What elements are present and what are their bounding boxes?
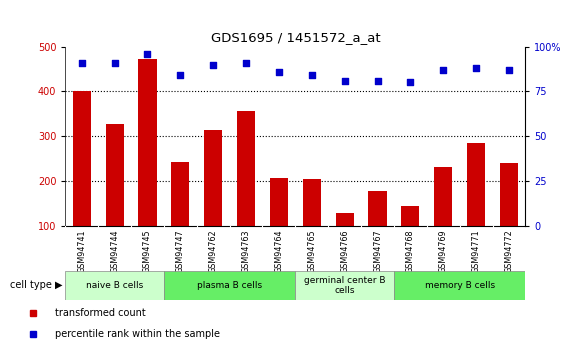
Bar [139,59,157,271]
Title: GDS1695 / 1451572_a_at: GDS1695 / 1451572_a_at [211,31,380,44]
Point [110,60,119,66]
Bar [164,271,295,300]
Bar [65,271,164,300]
Bar [369,190,387,271]
Point [274,69,283,75]
Bar [303,179,321,271]
Text: cell type ▶: cell type ▶ [10,280,62,290]
Text: GSM94768: GSM94768 [406,229,415,273]
Text: plasma B cells: plasma B cells [197,281,262,290]
Point [307,72,316,78]
Point [471,65,481,71]
Bar [237,111,255,271]
Point [176,72,185,78]
Bar [106,124,124,271]
Text: GSM94762: GSM94762 [208,229,218,273]
Text: GSM94765: GSM94765 [307,229,316,273]
Point [373,78,382,83]
Text: GSM94741: GSM94741 [77,229,86,273]
Text: transformed count: transformed count [55,308,146,318]
Point [77,60,86,66]
Text: GSM94769: GSM94769 [438,229,448,273]
Text: percentile rank within the sample: percentile rank within the sample [55,329,220,339]
Bar [172,162,189,271]
Point [208,62,218,67]
Point [438,67,448,73]
Text: naive B cells: naive B cells [86,281,143,290]
Text: GSM94772: GSM94772 [504,229,513,273]
Bar [402,206,419,271]
Point [504,67,513,73]
Bar [467,144,485,271]
Bar [204,129,222,271]
Text: GSM94767: GSM94767 [373,229,382,273]
Bar [270,178,288,271]
Text: GSM94763: GSM94763 [241,229,250,273]
Text: GSM94764: GSM94764 [274,229,283,273]
Point [406,80,415,85]
Point [340,78,349,83]
Text: GSM94771: GSM94771 [471,229,481,273]
Bar [394,271,525,300]
Bar [434,167,452,271]
Text: germinal center B
cells: germinal center B cells [304,276,386,295]
Bar [295,271,394,300]
Bar [336,214,354,271]
Text: GSM94744: GSM94744 [110,229,119,273]
Text: GSM94747: GSM94747 [176,229,185,273]
Point [143,51,152,57]
Point [241,60,250,66]
Text: memory B cells: memory B cells [425,281,495,290]
Text: GSM94766: GSM94766 [340,229,349,273]
Text: GSM94745: GSM94745 [143,229,152,273]
Bar [500,163,518,271]
Bar [73,91,91,271]
